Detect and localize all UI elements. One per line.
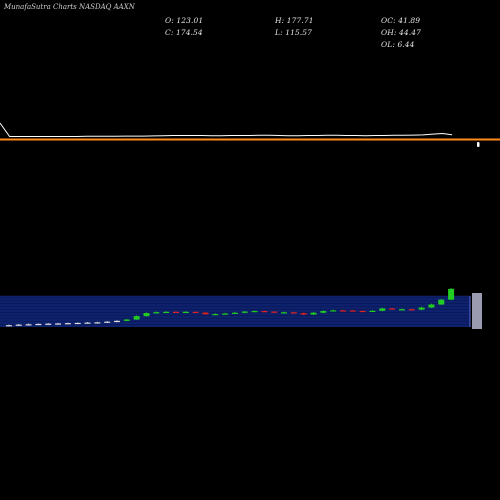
candle-body: [74, 322, 81, 325]
candle-panel: [0, 288, 482, 329]
open-value: O: 123.01: [165, 16, 204, 25]
candle-body: [104, 321, 111, 323]
change-oh-value: OH: 44.47: [381, 28, 421, 37]
candle-body: [133, 316, 140, 320]
candle-body: [251, 311, 258, 313]
candle-body: [320, 311, 327, 313]
candle-body: [94, 322, 101, 324]
candle-body: [418, 307, 425, 310]
candle-body: [261, 311, 268, 313]
candle-body: [5, 325, 12, 327]
candle-body: [64, 323, 71, 325]
candle-body: [330, 310, 337, 312]
candle-body: [438, 299, 445, 305]
candle-body: [340, 310, 346, 312]
change-ol-value: OL: 6.44: [381, 40, 415, 49]
candle-body: [222, 313, 229, 315]
candle-body: [55, 323, 62, 325]
candle-body: [369, 310, 376, 312]
candle-body: [45, 323, 52, 325]
high-value: H: 177.71: [275, 16, 314, 25]
candle-body: [408, 309, 415, 311]
candle-body: [310, 312, 317, 315]
candle-body: [241, 311, 248, 313]
candle-body: [281, 312, 288, 314]
change-oc-value: OC: 41.89: [381, 16, 421, 25]
candle-body: [25, 324, 32, 326]
candle-body: [448, 288, 455, 300]
candle-body: [379, 308, 386, 311]
candle-body: [153, 312, 160, 314]
candle-body: [359, 310, 366, 313]
low-value: L: 115.57: [275, 28, 313, 37]
close-value: C: 174.54: [165, 28, 203, 37]
price-panel: [0, 122, 500, 147]
candle-body: [398, 309, 405, 311]
candle-body: [192, 311, 199, 314]
watermark: MunafaSutra Charts NASDAQ AAXN: [4, 3, 135, 11]
candle-body: [182, 311, 189, 314]
candle-body: [84, 322, 91, 324]
last-marker: [477, 142, 480, 147]
price-scale-column: [472, 293, 482, 329]
candle-body: [114, 320, 120, 323]
candle-body: [389, 308, 396, 310]
candle-body: [35, 323, 42, 326]
candle-body: [428, 304, 435, 308]
candle-body: [163, 311, 170, 314]
candle-body: [271, 311, 278, 313]
candle-body: [290, 312, 297, 314]
candle-body: [231, 312, 238, 314]
candle-panel-background: [0, 296, 470, 327]
candle-body: [300, 313, 307, 315]
candle-body: [143, 313, 150, 317]
candle-body: [202, 312, 209, 315]
candle-body: [172, 311, 179, 314]
candle-body: [349, 310, 356, 312]
candle-body: [123, 319, 130, 321]
price-line: [0, 122, 453, 137]
candle-body: [212, 314, 219, 316]
candle-body: [15, 324, 22, 326]
